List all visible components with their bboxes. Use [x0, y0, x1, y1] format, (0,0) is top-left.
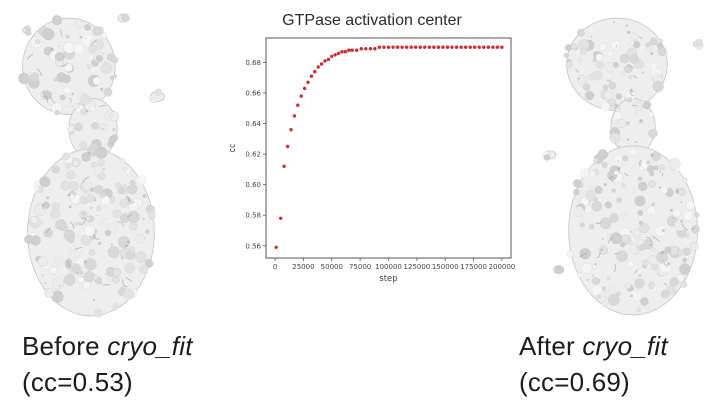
svg-text:25000: 25000 [292, 263, 314, 271]
after-caption-cc-value: (cc=0.69) [519, 367, 630, 398]
svg-text:100000: 100000 [375, 263, 402, 271]
after-caption-line1: After cryo_fit [519, 328, 668, 364]
before-caption: Before cryo_fit (cc=0.53) [22, 328, 193, 401]
svg-text:step: step [379, 274, 397, 284]
svg-text:150000: 150000 [432, 263, 459, 271]
after-caption-prefix: After [519, 331, 583, 361]
svg-text:0.68: 0.68 [245, 59, 261, 67]
after-density-map-image [541, 17, 704, 316]
svg-text:200000: 200000 [489, 263, 516, 271]
before-caption-line1: Before cryo_fit [22, 328, 193, 364]
cc-vs-step-plot: 0 25000 50000 75000 100000 125000 150000 175000… [228, 37, 516, 284]
before-density-map-image [18, 13, 165, 318]
after-caption: After cryo_fit (cc=0.69) [519, 328, 668, 401]
svg-text:0.64: 0.64 [245, 120, 261, 128]
convergence-chart: GTPase activation center 0 25000 50000 7500… [224, 12, 520, 294]
svg-text:50000: 50000 [321, 263, 343, 271]
svg-text:0.62: 0.62 [245, 151, 261, 159]
svg-text:0.56: 0.56 [245, 242, 261, 250]
after-caption-method-name: cryo_fit [582, 331, 668, 361]
svg-text:0: 0 [273, 263, 277, 271]
before-caption-method-name: cryo_fit [107, 331, 193, 361]
svg-text:0.60: 0.60 [245, 181, 261, 189]
svg-text:125000: 125000 [404, 263, 431, 271]
svg-text:0.58: 0.58 [245, 212, 261, 220]
svg-text:0.66: 0.66 [245, 90, 261, 98]
before-caption-cc-value: (cc=0.53) [22, 367, 133, 398]
svg-text:175000: 175000 [460, 263, 487, 271]
before-caption-prefix: Before [22, 331, 108, 361]
svg-text:cc: cc [228, 143, 238, 153]
chart-title: GTPase activation center [282, 12, 462, 29]
svg-text:75000: 75000 [349, 263, 371, 271]
